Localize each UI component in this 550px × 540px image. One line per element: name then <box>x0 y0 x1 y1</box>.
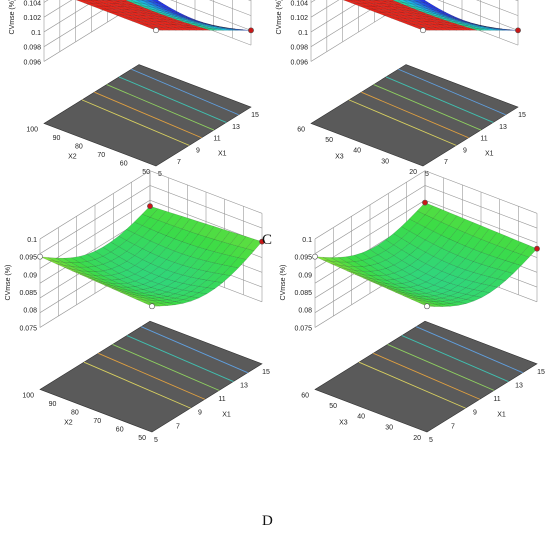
x-tick-label: 9 <box>198 410 202 417</box>
corner-marker <box>312 254 317 259</box>
x-tick-label: 7 <box>444 159 448 166</box>
z-tick-label: 0.096 <box>23 59 41 66</box>
corner-marker <box>147 204 152 209</box>
z-axis-label: CVmse (%) <box>9 0 16 34</box>
z-tick-label: 0.098 <box>23 45 41 52</box>
x-tick-label: 15 <box>537 369 545 376</box>
x-tick-label: 13 <box>515 382 523 389</box>
z-tick-label: 0.075 <box>19 325 37 332</box>
z-tick-label: 0.096 <box>290 59 308 66</box>
x-tick-label: 15 <box>518 112 526 119</box>
z-tick-label: 0.102 <box>23 15 41 22</box>
x-tick-label: 15 <box>251 112 259 119</box>
surface-plot-3: 0.075 0.08 0.085 0.09 0.095 0.1 CVmse (%) 5 7 9 11… <box>5 171 270 444</box>
x-axis-label: X1 <box>485 151 494 158</box>
surface-mesh <box>40 206 262 306</box>
y-axis-label: X2 <box>68 154 77 161</box>
z-axis-label: CVmse (%) <box>280 265 287 301</box>
y-tick-label: 30 <box>385 424 393 431</box>
x-tick-label: 5 <box>429 437 433 444</box>
y-tick-label: 50 <box>325 137 333 144</box>
x-tick-label: 9 <box>463 147 467 154</box>
corner-marker <box>422 200 427 205</box>
corner-marker <box>515 28 520 33</box>
corner-marker <box>248 28 253 33</box>
y-tick-label: 20 <box>413 435 421 442</box>
z-tick-label: 0.098 <box>290 45 308 52</box>
y-tick-label: 30 <box>381 158 389 165</box>
z-tick-label: 0.09 <box>23 272 37 279</box>
corner-marker <box>534 246 539 251</box>
y-axis-label: X3 <box>339 420 348 427</box>
z-axis-label: CVmse (%) <box>276 0 283 34</box>
surface-plot-4: 0.075 0.08 0.085 0.09 0.095 0.1 CVmse (%) 5 7 9 11… <box>280 171 545 444</box>
z-tick-label: 0.1 <box>27 237 37 244</box>
z-tick-label: 0.095 <box>19 255 37 262</box>
panel-label-d: D <box>262 513 273 530</box>
y-tick-label: 100 <box>26 126 38 133</box>
z-tick-label: 0.1 <box>31 30 41 37</box>
x-axis-label: X1 <box>222 411 231 418</box>
x-tick-label: 9 <box>196 147 200 154</box>
x-tick-label: 15 <box>262 369 270 376</box>
corner-marker <box>153 28 158 33</box>
z-tick-label: 0.104 <box>290 0 308 7</box>
z-tick-label: 0.09 <box>298 272 312 279</box>
y-tick-label: 60 <box>120 160 128 167</box>
corner-marker <box>149 304 154 309</box>
z-axis-label: CVmse (%) <box>5 265 12 301</box>
corner-marker <box>420 28 425 33</box>
x-tick-label: 13 <box>499 124 507 131</box>
z-tick-label: 0.085 <box>294 290 312 297</box>
y-tick-label: 100 <box>22 392 34 399</box>
y-axis-label: X2 <box>64 420 73 427</box>
y-tick-label: 60 <box>301 392 309 399</box>
y-tick-label: 90 <box>53 135 61 142</box>
y-tick-label: 60 <box>297 126 305 133</box>
x-tick-label: 7 <box>177 159 181 166</box>
y-tick-label: 50 <box>138 435 146 442</box>
z-tick-label: 0.1 <box>298 30 308 37</box>
z-tick-label: 0.075 <box>294 325 312 332</box>
x-tick-label: 7 <box>176 423 180 430</box>
x-tick-label: 5 <box>154 437 158 444</box>
y-tick-label: 50 <box>329 403 337 410</box>
z-tick-label: 0.102 <box>290 15 308 22</box>
corner-marker <box>37 254 42 259</box>
y-tick-label: 60 <box>116 426 124 433</box>
y-tick-label: 90 <box>49 401 57 408</box>
z-tick-label: 0.08 <box>23 308 37 315</box>
z-tick-label: 0.08 <box>298 308 312 315</box>
surface-mesh <box>44 0 251 30</box>
x-tick-label: 11 <box>480 136 487 143</box>
y-axis-label: X3 <box>335 154 344 161</box>
corner-marker <box>424 304 429 309</box>
x-axis-label: X1 <box>218 151 227 158</box>
x-tick-label: 11 <box>218 396 225 403</box>
y-tick-label: 80 <box>75 143 83 150</box>
y-tick-label: 40 <box>357 414 365 421</box>
y-tick-label: 40 <box>353 148 361 155</box>
z-tick-label: 0.104 <box>23 0 41 7</box>
y-tick-label: 20 <box>409 169 417 176</box>
z-tick-label: 0.1 <box>302 237 312 244</box>
x-tick-label: 9 <box>473 410 477 417</box>
panel-label-c: C <box>262 232 272 249</box>
y-tick-label: 70 <box>97 152 105 159</box>
x-tick-label: 11 <box>493 396 500 403</box>
x-tick-label: 11 <box>213 136 220 143</box>
x-axis-label: X1 <box>497 411 506 418</box>
z-tick-label: 0.085 <box>19 290 37 297</box>
x-tick-label: 7 <box>451 423 455 430</box>
x-tick-label: 13 <box>232 124 240 131</box>
surface-mesh <box>311 0 518 30</box>
y-tick-label: 80 <box>71 409 79 416</box>
z-tick-label: 0.095 <box>294 255 312 262</box>
y-tick-label: 70 <box>93 418 101 425</box>
x-tick-label: 13 <box>240 382 248 389</box>
